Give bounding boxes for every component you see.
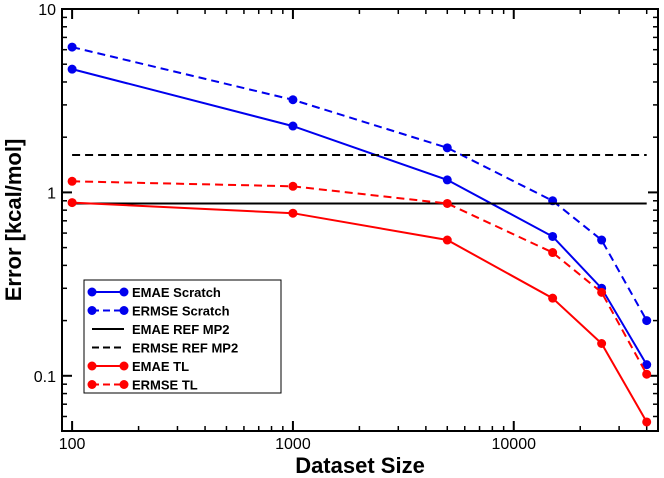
point-ermse-tl (548, 248, 558, 258)
point-emae-scratch (67, 64, 77, 74)
x-tick-label: 100 (59, 436, 86, 453)
point-emae-tl (642, 417, 652, 427)
point-emae-tl (67, 198, 77, 208)
legend: EMAE Scratch ERMSE Scratch EMAE REF MP2 ERM… (83, 279, 282, 394)
legend-label-emae-scratch: EMAE Scratch (132, 285, 221, 300)
legend-label-emae-tl: EMAE TL (132, 359, 189, 374)
legend-marker (87, 306, 97, 315)
legend-label-ermse-tl: ERMSE TL (132, 378, 198, 393)
point-emae-scratch (442, 175, 452, 185)
point-emae-tl (548, 293, 558, 303)
point-emae-scratch (642, 360, 652, 370)
point-ermse-tl (442, 198, 452, 208)
y-axis-title: Error [kcal/mol] (1, 139, 26, 302)
point-ermse-scratch (67, 42, 77, 52)
legend-marker (87, 380, 97, 389)
legend-marker (119, 361, 129, 371)
x-tick-label: 10000 (492, 436, 537, 453)
legend-marker (119, 306, 129, 315)
point-emae-scratch (288, 121, 298, 131)
x-tick-label: 1000 (275, 436, 311, 453)
legend-marker (119, 287, 129, 297)
legend-label-emae-ref-mp2: EMAE REF MP2 (132, 322, 230, 337)
point-ermse-scratch (442, 143, 452, 153)
series-line-ermse-scratch (71, 46, 648, 322)
point-emae-tl (288, 208, 298, 218)
series-line-ermse-tl (72, 180, 648, 375)
point-ermse-scratch (288, 95, 298, 105)
legend-box (83, 279, 282, 394)
legend-marker (87, 361, 97, 371)
point-ermse-tl (597, 287, 607, 297)
x-axis-title: Dataset Size (295, 453, 425, 478)
plot-frame (61, 8, 659, 432)
point-ermse-tl (642, 369, 652, 379)
series-line-emae-tl (72, 201, 648, 423)
y-tick-label: 0.1 (34, 369, 56, 386)
point-emae-tl (597, 338, 607, 348)
point-ermse-scratch (642, 316, 652, 326)
point-ermse-scratch (597, 235, 607, 245)
legend-label-ermse-scratch: ERMSE Scratch (132, 304, 230, 319)
series-layer (67, 42, 652, 427)
y-tick-label: 10 (38, 2, 56, 19)
point-ermse-tl (288, 181, 298, 191)
legend-marker (119, 380, 129, 389)
y-tick-label: 1 (47, 185, 56, 202)
tick-labels: 100 1000 10000 0.1 1 10 (34, 2, 536, 453)
legend-label-ermse-ref-mp2: ERMSE REF MP2 (132, 341, 238, 356)
series-line-emae-scratch (71, 68, 648, 366)
point-ermse-tl (67, 176, 77, 186)
point-emae-tl (442, 235, 452, 245)
legend-marker (87, 287, 97, 297)
point-emae-scratch (548, 231, 558, 241)
